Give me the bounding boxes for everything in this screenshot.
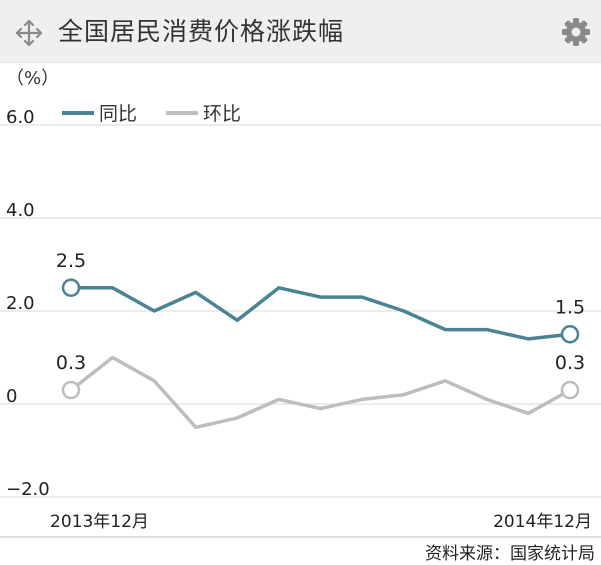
y-tick-label: 6.0	[6, 107, 35, 128]
chart-header: 全国居民消费价格涨跌幅	[0, 0, 601, 63]
y-tick-label: 4.0	[6, 200, 35, 221]
legend: 同比 环比	[62, 103, 241, 125]
x-tick-label-end: 2014年12月	[493, 512, 592, 532]
source-note: 资料来源：国家统计局	[425, 544, 595, 564]
data-label: 0.3	[56, 352, 86, 374]
x-tick-label-start: 2013年12月	[50, 512, 149, 532]
data-label: 2.5	[56, 250, 86, 272]
grid-lines	[0, 124, 601, 498]
y-tick-label: −2.0	[6, 479, 50, 500]
data-point-marker	[61, 278, 81, 297]
series-line-0	[69, 286, 572, 341]
data-point-marker	[61, 380, 81, 400]
series-lines: 2.5 1.5 0.3 0.3	[56, 250, 585, 430]
move-arrows-icon[interactable]	[14, 18, 44, 48]
data-point-marker	[560, 325, 580, 344]
y-tick-labels: 6.0 4.0 2.0 0 −2.0	[6, 107, 50, 500]
legend-label-yoy: 同比	[99, 103, 137, 125]
data-label: 0.3	[555, 352, 585, 374]
data-point-marker	[560, 380, 580, 400]
y-tick-label: 0	[6, 386, 17, 407]
line-chart: （%） 6.0 4.0 2.0 0 −2.0 同比 环比 2.5 1.5 0.3 0.3 20…	[0, 68, 601, 564]
data-label: 1.5	[555, 296, 585, 318]
x-tick-labels: 2013年12月 2014年12月	[50, 512, 592, 532]
series-line-1	[69, 355, 572, 430]
legend-label-mom: 环比	[203, 103, 241, 125]
y-unit-label: （%）	[6, 68, 59, 89]
chart-title: 全国居民消费价格涨跌幅	[58, 17, 345, 46]
gear-icon[interactable]	[560, 16, 592, 48]
y-tick-label: 2.0	[6, 293, 35, 314]
